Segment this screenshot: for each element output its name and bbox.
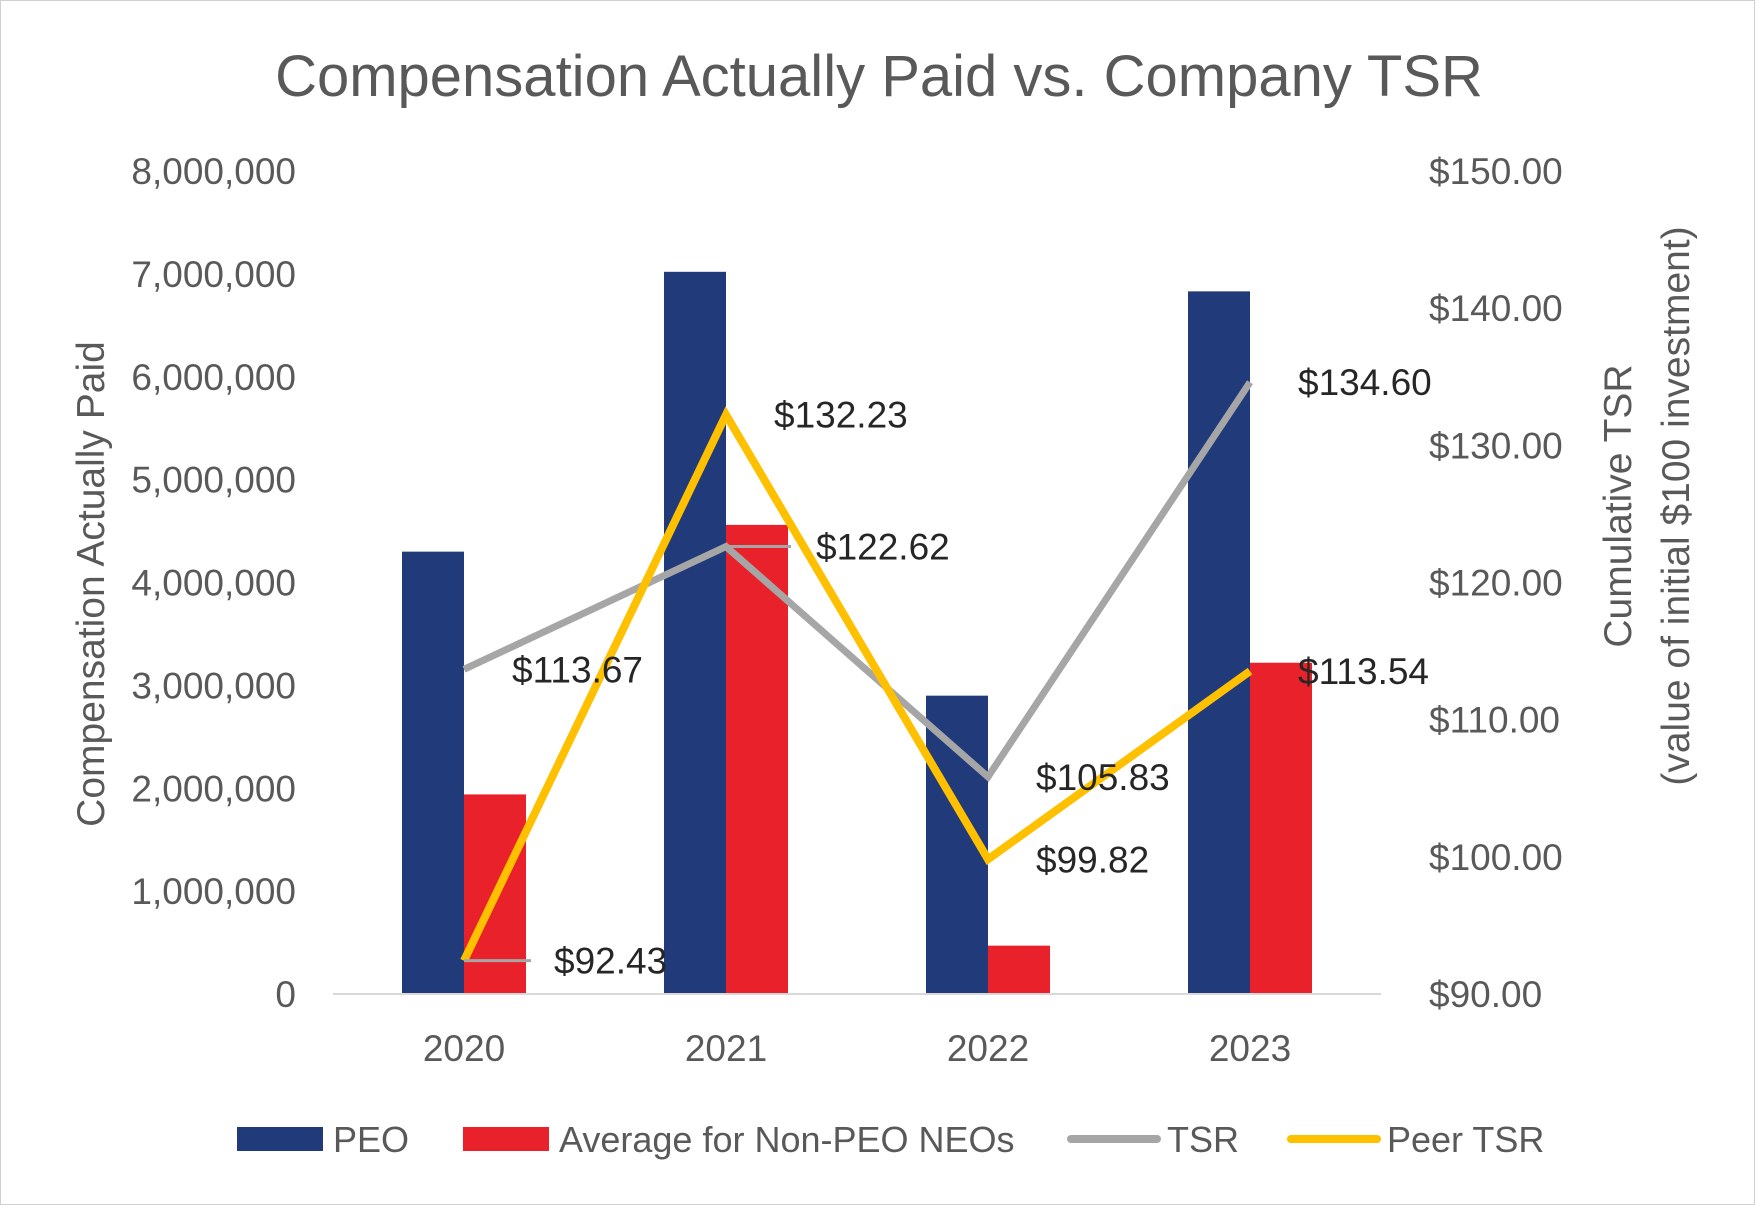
tsr-data-label: $134.60 [1298, 362, 1432, 403]
tsr-data-label: $113.67 [512, 649, 643, 690]
bar-non-peo-2021 [726, 524, 788, 994]
legend-label-2: TSR [1167, 1119, 1239, 1160]
left-tick-label: 7,000,000 [131, 254, 296, 295]
right-axis-ticks: $90.00 $100.00 $110.00 $120.00 $130.00 $140.0… [1429, 151, 1563, 1015]
left-tick-label: 0 [275, 974, 296, 1015]
data-labels: $113.67 $122.62 $105.83 $134.60 $92.43 $132.2… [512, 362, 1432, 981]
legend-label-3: Peer TSR [1387, 1119, 1544, 1160]
line-series [460, 380, 1253, 963]
right-tick-label: $100.00 [1429, 837, 1563, 878]
right-axis-title-line1: Cumulative TSR [1597, 364, 1640, 647]
legend-swatch-0 [237, 1127, 323, 1151]
right-tick-label: $90.00 [1429, 974, 1542, 1015]
tsr-data-label: $122.62 [816, 527, 950, 568]
left-tick-label: 4,000,000 [131, 563, 296, 604]
peer-tsr-line [460, 406, 1253, 963]
tsr-line [462, 380, 1253, 783]
tsr-data-label: $105.83 [1036, 757, 1170, 798]
legend-label-1: Average for Non-PEO NEOs [559, 1119, 1015, 1160]
peer-tsr-data-label: $92.43 [554, 941, 667, 982]
left-tick-label: 2,000,000 [131, 768, 296, 809]
left-axis-title: Compensation Actually Paid [70, 341, 113, 827]
right-tick-label: $110.00 [1429, 700, 1560, 741]
left-tick-label: 5,000,000 [131, 460, 296, 501]
right-tick-label: $150.00 [1429, 151, 1563, 192]
x-axis-ticks: 2020 2021 2022 2023 [423, 1028, 1291, 1069]
legend-label-0: PEO [333, 1119, 409, 1160]
left-axis-ticks: 0 1,000,000 2,000,000 3,000,000 4,000,000 5,0… [131, 151, 296, 1015]
bar-peo-2023 [1188, 291, 1250, 994]
right-tick-label: $140.00 [1429, 288, 1563, 329]
right-tick-label: $130.00 [1429, 425, 1563, 466]
left-tick-label: 8,000,000 [131, 151, 296, 192]
legend-swatch-1 [463, 1127, 549, 1151]
bar-peo-2021 [664, 271, 726, 994]
left-tick-label: 1,000,000 [131, 871, 296, 912]
left-tick-label: 6,000,000 [131, 357, 296, 398]
bar-non-peo-2022 [988, 945, 1050, 994]
right-tick-label: $120.00 [1429, 563, 1563, 604]
bar-peo-2020 [402, 551, 464, 994]
chart-title: Compensation Actually Paid vs. Company T… [275, 44, 1483, 109]
x-tick-label: 2021 [685, 1028, 767, 1069]
right-axis-title-line2: (value of initial $100 investment) [1655, 226, 1698, 785]
left-tick-label: 3,000,000 [131, 665, 296, 706]
x-tick-label: 2022 [947, 1028, 1029, 1069]
peer-tsr-data-label: $132.23 [774, 395, 908, 436]
legend: PEO Average for Non-PEO NEOs TSR Peer TSR [237, 1119, 1544, 1160]
bar-non-peo-2023 [1250, 662, 1312, 994]
peer-tsr-data-label: $99.82 [1036, 839, 1149, 880]
peer-tsr-data-label: $113.54 [1298, 651, 1429, 692]
x-tick-label: 2023 [1209, 1028, 1291, 1069]
x-tick-label: 2020 [423, 1028, 505, 1069]
